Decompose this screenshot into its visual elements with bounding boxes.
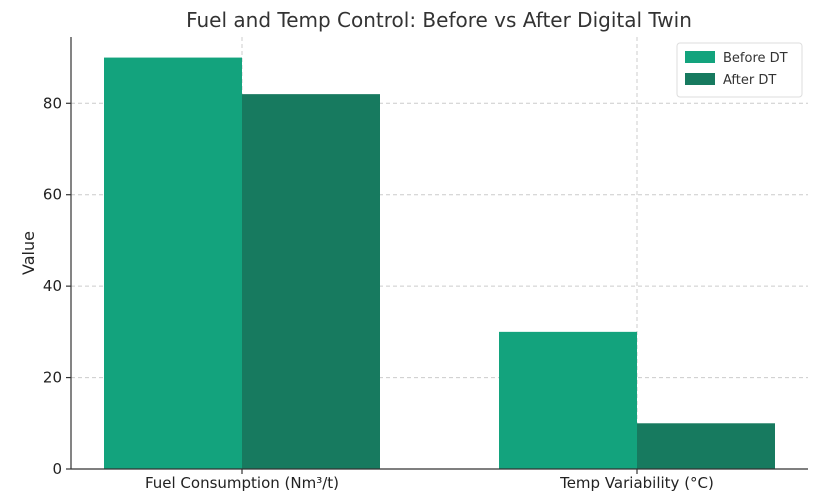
bar-after-1 <box>637 423 775 469</box>
y-ticks: 0 20 40 60 80 <box>43 94 71 478</box>
legend-label-0: Before DT <box>723 51 788 66</box>
x-ticks: Fuel Consumption (Nm³/t) Temp Variability… <box>145 469 714 492</box>
y-tick-label-2: 40 <box>43 277 62 295</box>
bar-before-0 <box>104 57 242 469</box>
x-tick-label-0: Fuel Consumption (Nm³/t) <box>145 474 339 492</box>
y-tick-label-3: 60 <box>43 186 62 204</box>
axes <box>70 37 808 470</box>
legend-swatch-1 <box>685 73 715 85</box>
bars <box>104 57 775 470</box>
y-tick-label-0: 0 <box>52 460 62 478</box>
legend-swatch-0 <box>685 51 715 63</box>
y-tick-label-4: 80 <box>43 94 62 112</box>
x-tick-label-1: Temp Variability (°C) <box>559 474 714 492</box>
bar-after-0 <box>242 94 380 470</box>
legend: Before DT After DT <box>676 42 803 98</box>
y-tick-label-1: 20 <box>43 369 62 387</box>
legend-label-1: After DT <box>723 73 776 88</box>
y-axis-label: Value <box>19 231 38 275</box>
bar-before-1 <box>499 331 637 469</box>
chart-title: Fuel and Temp Control: Before vs After D… <box>186 8 692 32</box>
